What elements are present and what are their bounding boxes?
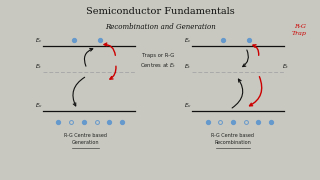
Text: $E_c$: $E_c$ — [35, 36, 42, 45]
Text: Recombination and Generation: Recombination and Generation — [105, 23, 215, 31]
Text: Generation: Generation — [72, 140, 99, 145]
Text: $E_t$: $E_t$ — [184, 62, 191, 71]
Text: Recombination: Recombination — [215, 140, 251, 145]
Text: R-G Centre based: R-G Centre based — [212, 132, 254, 138]
Text: $E_t$: $E_t$ — [35, 62, 42, 71]
Text: R-G
Trap: R-G Trap — [292, 24, 307, 36]
Text: Semiconductor Fundamentals: Semiconductor Fundamentals — [86, 7, 234, 16]
Text: $E_c$: $E_c$ — [184, 36, 191, 45]
Text: $E_v$: $E_v$ — [184, 102, 192, 110]
Text: $E_v$: $E_v$ — [35, 102, 43, 110]
Text: R-G Centre based: R-G Centre based — [64, 132, 107, 138]
Text: $E_t$: $E_t$ — [282, 62, 289, 71]
Text: Traps or R-G
Centres at $E_t$: Traps or R-G Centres at $E_t$ — [140, 53, 176, 70]
